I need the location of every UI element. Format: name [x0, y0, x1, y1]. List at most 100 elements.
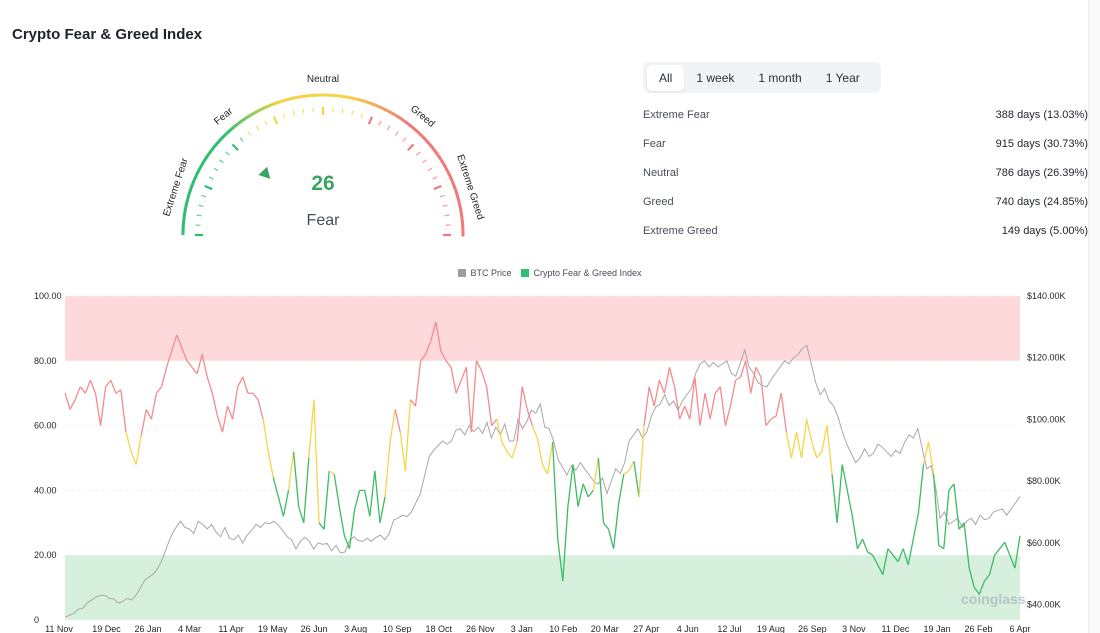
y-left-tick-label: 40.00: [34, 485, 57, 495]
fear-greed-segment: [795, 431, 803, 459]
fear-greed-segment: [206, 376, 213, 394]
tab-all[interactable]: All: [647, 64, 685, 91]
gauge-label-fear: Fear: [212, 105, 235, 127]
stat-value: 149 days (5.00%): [1001, 224, 1088, 237]
fear-greed-segment: [821, 425, 828, 452]
fear-greed-segment: [872, 554, 879, 566]
fear-greed-segment: [171, 334, 178, 352]
fear-greed-segment: [526, 409, 533, 426]
fear-greed-segment: [628, 460, 635, 472]
fear-greed-segment: [262, 419, 269, 452]
gauge-tick: [292, 110, 295, 116]
gauge-value-label: Fear: [307, 212, 341, 229]
y-right-tick-label: $100.00K: [1027, 414, 1066, 424]
fear-greed-segment: [679, 405, 686, 420]
fear-greed-segment: [496, 418, 503, 442]
fear-greed-segment: [140, 409, 147, 436]
fear-greed-segment: [592, 457, 600, 491]
fear-greed-segment: [653, 380, 660, 407]
tab-1-month[interactable]: 1 month: [758, 70, 802, 85]
legend-item-fear-greed[interactable]: Crypto Fear & Greed Index: [521, 268, 642, 278]
gauge-arc: [181, 93, 465, 237]
fear-greed-segment: [89, 380, 97, 394]
fear-greed-segment: [1014, 535, 1021, 569]
fear-greed-segment: [440, 350, 447, 362]
time-range-tabs: All 1 week 1 month 1 Year: [643, 62, 881, 93]
fear-greed-segment: [506, 451, 513, 459]
chart-bands: [65, 296, 1020, 620]
x-axis: 11 Nov 19 Dec 26 Jan 4 Mar 11 Apr 19 May 26 Ju…: [45, 624, 1030, 633]
fear-greed-segment: [470, 360, 478, 433]
fear-greed-segment: [724, 405, 732, 426]
gauge-tick: [433, 185, 442, 191]
fear-greed-segment: [612, 503, 620, 549]
y-left-tick-label: 100.00: [34, 291, 62, 301]
tab-1-week[interactable]: 1 week: [696, 70, 735, 85]
fear-greed-segment: [480, 370, 488, 387]
sentiment-stats: Extreme Fear 388 days (13.03%) Fear 915 …: [643, 100, 1088, 245]
fear-greed-segment: [719, 386, 727, 426]
fear-greed-segment: [587, 489, 594, 498]
gauge-tick: [360, 113, 364, 119]
fear-greed-segment: [638, 425, 645, 497]
gauge-tick: [341, 108, 344, 114]
gauge-tick: [196, 214, 202, 217]
fear-greed-history-chart: 0 20.00 40.00 60.00 80.00 100.00 $40.00K $60.0…: [34, 291, 1066, 633]
fear-greed-segment: [867, 551, 874, 556]
fear-greed-segment: [186, 360, 193, 368]
y-right-tick-label: $60.00K: [1027, 538, 1061, 548]
gauge-tick: [255, 125, 260, 131]
x-tick-label: 19 Aug: [757, 624, 785, 633]
y-left-tick-label: 60.00: [34, 421, 57, 431]
fear-greed-segment: [303, 457, 310, 523]
fear-greed-segment: [536, 438, 544, 465]
y-axis-right: $40.00K $60.00K $80.00K $100.00K $120.00K $14…: [1027, 291, 1066, 610]
x-tick-label: 3 Nov: [842, 624, 866, 633]
gauge-tick: [407, 143, 415, 151]
gauge-tick: [442, 204, 448, 207]
stat-value: 915 days (30.73%): [995, 137, 1088, 150]
fear-greed-segment: [684, 405, 691, 420]
fear-greed-segment: [602, 522, 610, 530]
fear-greed-segment: [135, 435, 142, 465]
fear-greed-segment: [237, 376, 244, 388]
fear-greed-segment: [841, 464, 848, 491]
fear-greed-segment: [216, 415, 224, 433]
page-scrollbar[interactable]: [1088, 0, 1100, 633]
fear-greed-segment: [84, 380, 92, 394]
fear-greed-segment: [150, 393, 158, 420]
fear-greed-segment: [196, 354, 203, 374]
fear-greed-segment: [917, 464, 925, 514]
x-tick-label: 27 Apr: [633, 624, 659, 633]
fear-greed-segment: [851, 516, 859, 549]
x-tick-label: 10 Sep: [383, 624, 412, 633]
legend-item-btc-price[interactable]: BTC Price: [458, 268, 511, 278]
fear-greed-segment: [99, 386, 107, 426]
x-tick-label: 26 Nov: [466, 624, 495, 633]
fear-greed-segment: [531, 425, 539, 439]
gauge-tick: [198, 204, 204, 207]
fear-greed-segment: [343, 535, 351, 549]
x-tick-label: 26 Jan: [135, 624, 162, 633]
fear-greed-segment: [907, 538, 914, 566]
fear-greed-segment: [74, 386, 81, 400]
fear-greed-segment: [450, 367, 457, 394]
stat-label: Greed: [643, 195, 674, 208]
fear-greed-segment: [348, 509, 356, 549]
fear-greed-segment: [597, 457, 605, 523]
fear-greed-segment: [465, 367, 473, 433]
fear-greed-segment: [435, 321, 442, 352]
tab-1-year[interactable]: 1 Year: [825, 70, 860, 85]
fear-greed-segment: [165, 350, 173, 368]
fear-greed-segment: [999, 541, 1006, 550]
gauge-tick: [219, 159, 224, 164]
fear-greed-segment: [115, 389, 122, 394]
x-tick-label: 6 Apr: [1009, 624, 1030, 633]
fear-greed-segment: [282, 490, 290, 517]
fear-greed-segment: [328, 470, 335, 475]
y-left-tick-label: 0: [34, 615, 39, 625]
fear-greed-segment: [811, 441, 818, 459]
fear-greed-segment: [69, 399, 76, 410]
fear-greed-segment: [1004, 542, 1011, 556]
stat-label: Extreme Fear: [643, 108, 710, 121]
